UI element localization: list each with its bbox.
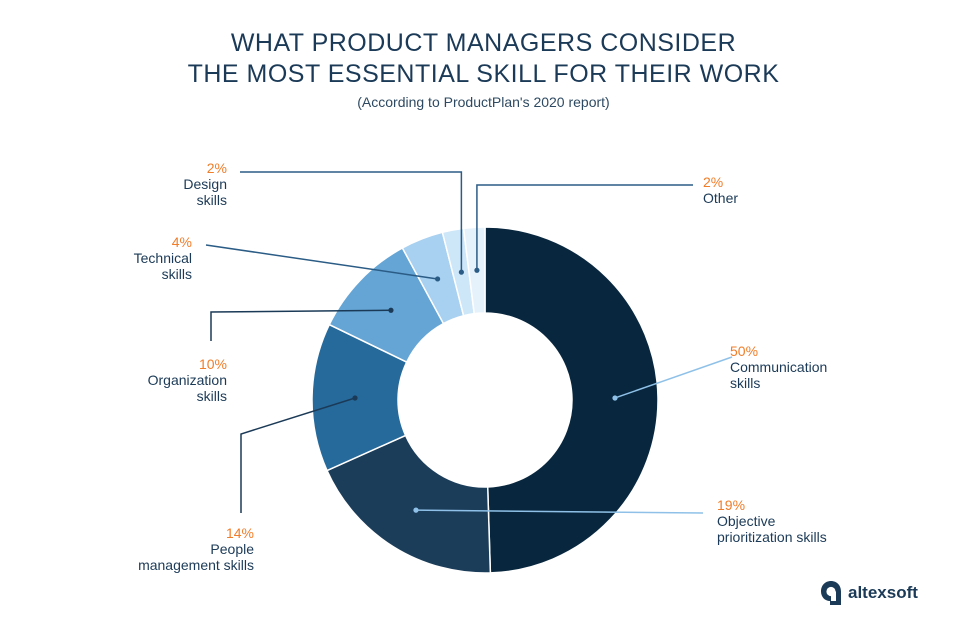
altexsoft-logo: altexsoft: [820, 578, 918, 608]
chart-title: WHAT PRODUCT MANAGERS CONSIDER THE MOST …: [0, 28, 967, 90]
leader-dot-objective: [413, 507, 419, 513]
leader-dot-communication: [612, 395, 618, 401]
altexsoft-logo-text: altexsoft: [848, 583, 918, 602]
label-people: 14% People management skills: [138, 525, 254, 573]
leader-line-objective: [415, 509, 704, 514]
label-design-pct: 2%: [206, 160, 227, 176]
leader-dot-design: [458, 269, 464, 275]
slice-other: [462, 226, 486, 315]
altexsoft-logo-icon: [821, 581, 841, 605]
leader-dot-technical: [434, 276, 441, 282]
label-objective-name-2: prioritization skills: [717, 529, 827, 545]
label-organization-pct: 10%: [198, 356, 227, 372]
label-design: 2% Design skills: [183, 160, 227, 208]
leader-line-technical: [205, 244, 438, 280]
label-other-pct: 2%: [703, 174, 724, 190]
chart-title-line-2: THE MOST ESSENTIAL SKILL FOR THEIR WORK: [187, 60, 780, 88]
label-technical-name-2: skills: [161, 266, 192, 282]
label-people-name-2: management skills: [138, 557, 254, 573]
label-communication-pct: 50%: [730, 343, 759, 359]
leader-line-communication: [614, 356, 733, 399]
leader-dot-organization: [388, 307, 394, 313]
label-design-name-1: Design: [183, 176, 227, 192]
label-technical-pct: 4%: [171, 234, 192, 250]
label-organization-name-2: skills: [196, 388, 227, 404]
label-objective-name-1: Objective: [717, 513, 776, 529]
slice-communication: [484, 226, 659, 574]
label-organization: 10% Organization skills: [148, 356, 227, 404]
label-people-name-1: People: [210, 541, 254, 557]
leader-line-design: [240, 171, 463, 273]
leader-line-organization: [210, 309, 391, 341]
leader-dot-people: [352, 395, 358, 401]
label-communication-name-2: skills: [730, 375, 761, 391]
leader-line-people: [240, 397, 356, 513]
label-technical-name-1: Technical: [133, 250, 192, 266]
label-other-name-1: Other: [703, 190, 739, 206]
leader-dot-other: [474, 267, 480, 273]
chart-subtitle: (According to ProductPlan's 2020 report): [357, 94, 610, 110]
label-people-pct: 14%: [225, 525, 254, 541]
label-other: 2% Other: [703, 174, 738, 206]
chart-title-line-1: WHAT PRODUCT MANAGERS CONSIDER: [230, 29, 737, 57]
leader-line-other: [476, 184, 693, 271]
label-design-name-2: skills: [196, 192, 227, 208]
slice-objective: [326, 434, 492, 574]
label-communication-name-1: Communication: [730, 359, 828, 375]
label-organization-name-1: Organization: [147, 372, 227, 388]
label-objective: 19% Objective prioritization skills: [717, 497, 827, 545]
label-objective-pct: 19%: [717, 497, 746, 513]
label-communication: 50% Communication skills: [730, 343, 827, 391]
label-technical: 4% Technical skills: [134, 234, 192, 282]
